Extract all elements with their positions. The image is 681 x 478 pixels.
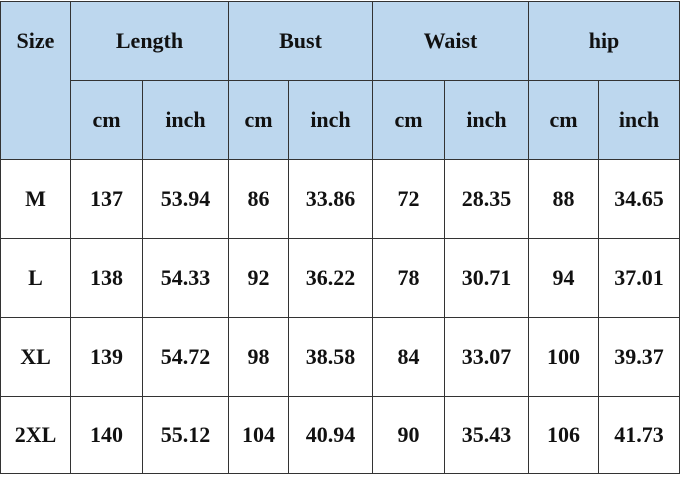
hip-header: hip <box>528 1 680 81</box>
value-cell: 37.01 <box>598 238 680 318</box>
value-cell: 137 <box>70 159 143 239</box>
value-cell: 98 <box>228 317 289 397</box>
value-cell: 38.58 <box>288 317 373 397</box>
value-cell: 72 <box>372 159 445 239</box>
unit-header: cm <box>70 80 143 160</box>
length-header: Length <box>70 1 229 81</box>
value-cell: 40.94 <box>288 396 373 474</box>
value-cell: 39.37 <box>598 317 680 397</box>
unit-header: cm <box>528 80 599 160</box>
value-cell: 92 <box>228 238 289 318</box>
value-cell: 86 <box>228 159 289 239</box>
value-cell: 54.72 <box>142 317 229 397</box>
value-cell: 54.33 <box>142 238 229 318</box>
unit-header: cm <box>372 80 445 160</box>
size-cell: 2XL <box>0 396 71 474</box>
value-cell: 104 <box>228 396 289 474</box>
size-header: Size <box>0 1 71 160</box>
size-cell: XL <box>0 317 71 397</box>
unit-header: inch <box>142 80 229 160</box>
table-row: 2XL 140 55.12 104 40.94 90 35.43 106 41.73 <box>0 396 680 474</box>
value-cell: 53.94 <box>142 159 229 239</box>
value-cell: 138 <box>70 238 143 318</box>
unit-header: inch <box>444 80 529 160</box>
table-row: M 137 53.94 86 33.86 72 28.35 88 34.65 <box>0 159 680 239</box>
size-cell: L <box>0 238 71 318</box>
table-row: L 138 54.33 92 36.22 78 30.71 94 37.01 <box>0 238 680 318</box>
value-cell: 94 <box>528 238 599 318</box>
header-row-units: cm inch cm inch cm inch cm inch <box>1 80 680 160</box>
value-cell: 41.73 <box>598 396 680 474</box>
value-cell: 90 <box>372 396 445 474</box>
waist-header: Waist <box>372 1 529 81</box>
size-cell: M <box>0 159 71 239</box>
unit-header: inch <box>598 80 680 160</box>
value-cell: 55.12 <box>142 396 229 474</box>
value-cell: 139 <box>70 317 143 397</box>
value-cell: 84 <box>372 317 445 397</box>
table-row: XL 139 54.72 98 38.58 84 33.07 100 39.37 <box>0 317 680 397</box>
unit-header: inch <box>288 80 373 160</box>
value-cell: 100 <box>528 317 599 397</box>
header-row-groups: Size Length Bust Waist hip <box>0 1 680 160</box>
value-cell: 106 <box>528 396 599 474</box>
value-cell: 35.43 <box>444 396 529 474</box>
bust-header: Bust <box>228 1 373 81</box>
value-cell: 36.22 <box>288 238 373 318</box>
value-cell: 28.35 <box>444 159 529 239</box>
unit-header: cm <box>228 80 289 160</box>
value-cell: 140 <box>70 396 143 474</box>
value-cell: 33.86 <box>288 159 373 239</box>
value-cell: 88 <box>528 159 599 239</box>
value-cell: 30.71 <box>444 238 529 318</box>
value-cell: 33.07 <box>444 317 529 397</box>
value-cell: 78 <box>372 238 445 318</box>
value-cell: 34.65 <box>598 159 680 239</box>
